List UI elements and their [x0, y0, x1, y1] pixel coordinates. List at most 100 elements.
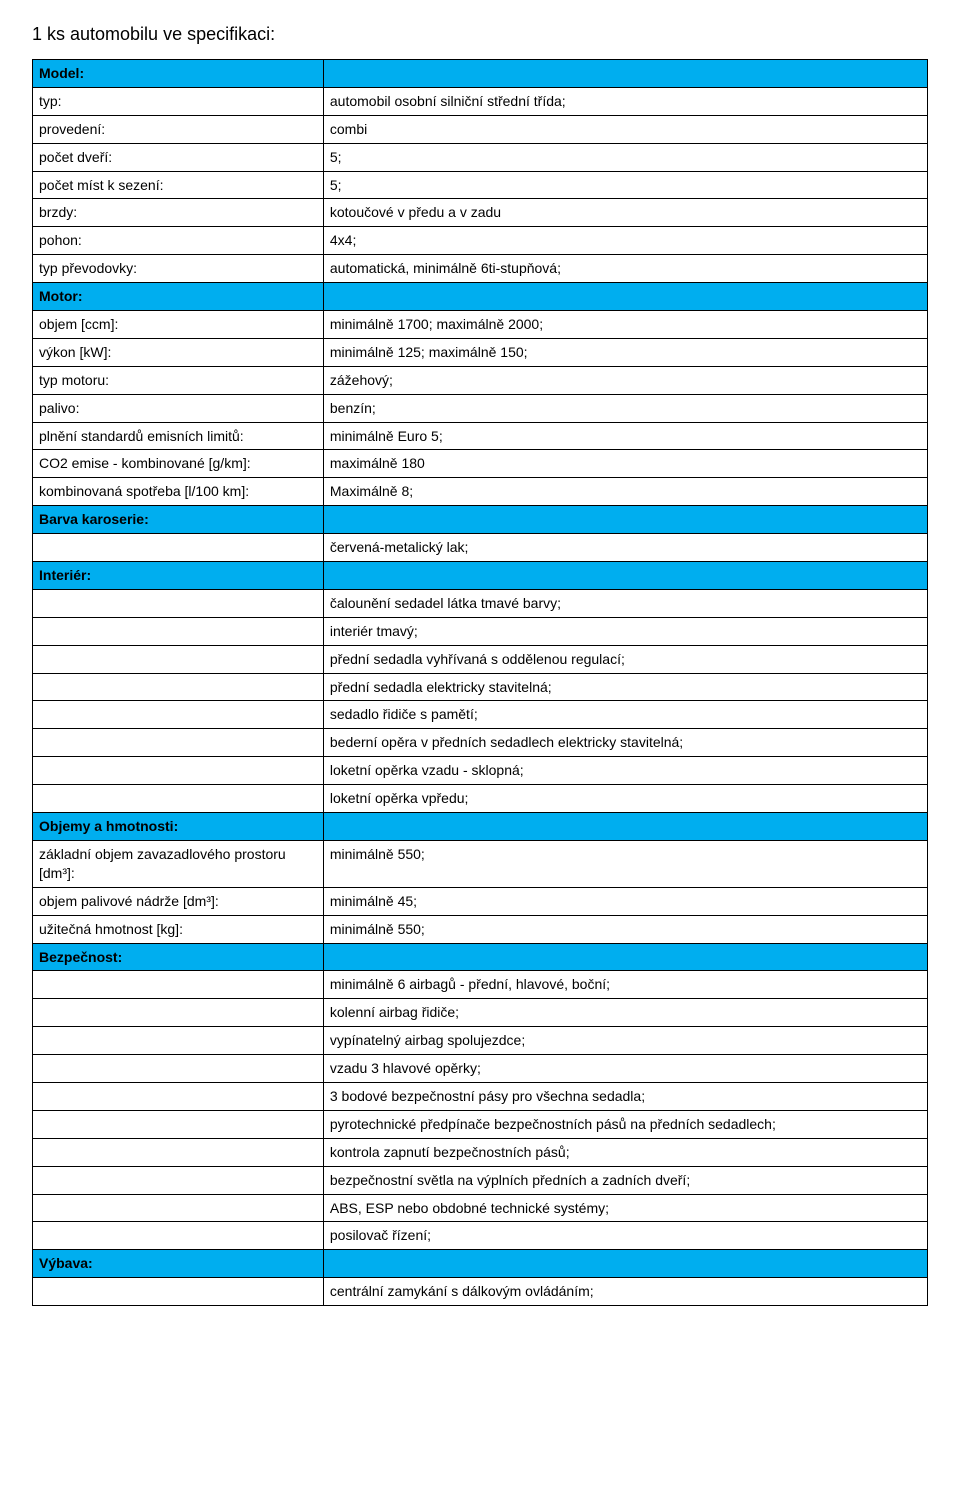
row-label: počet dveří: — [33, 143, 324, 171]
row-value: 5; — [323, 143, 927, 171]
row-label: počet míst k sezení: — [33, 171, 324, 199]
section-objemy: Objemy a hmotnosti: — [33, 813, 928, 841]
table-row: vzadu 3 hlavové opěrky; — [33, 1055, 928, 1083]
row-value: zážehový; — [323, 366, 927, 394]
row-label — [33, 785, 324, 813]
row-value: kotoučové v předu a v zadu — [323, 199, 927, 227]
row-label — [33, 1194, 324, 1222]
section-vybava: Výbava: — [33, 1250, 928, 1278]
row-label — [33, 1027, 324, 1055]
row-value: centrální zamykání s dálkovým ovládáním; — [323, 1278, 927, 1306]
row-label: provedení: — [33, 115, 324, 143]
row-label — [33, 534, 324, 562]
row-label — [33, 589, 324, 617]
section-header-value — [323, 813, 927, 841]
row-label: palivo: — [33, 394, 324, 422]
section-barva: Barva karoserie: — [33, 506, 928, 534]
row-label — [33, 999, 324, 1027]
table-row: loketní opěrka vzadu - sklopná; — [33, 757, 928, 785]
section-header-value — [323, 60, 927, 88]
table-row: loketní opěrka vpředu; — [33, 785, 928, 813]
table-row: plnění standardů emisních limitů:minimál… — [33, 422, 928, 450]
table-row: přední sedadla vyhřívaná s oddělenou reg… — [33, 645, 928, 673]
section-header: Motor: — [33, 283, 324, 311]
table-row: přední sedadla elektricky stavitelná; — [33, 673, 928, 701]
row-label — [33, 645, 324, 673]
table-row: kolenní airbag řidiče; — [33, 999, 928, 1027]
row-value: červená-metalický lak; — [323, 534, 927, 562]
row-label: užitečná hmotnost [kg]: — [33, 915, 324, 943]
table-row: červená-metalický lak; — [33, 534, 928, 562]
row-label: základní objem zavazadlového prostoru [d… — [33, 840, 324, 887]
section-bezpecnost: Bezpečnost: — [33, 943, 928, 971]
row-value: minimálně 550; — [323, 840, 927, 887]
row-value: maximálně 180 — [323, 450, 927, 478]
row-label — [33, 1055, 324, 1083]
row-value: čalounění sedadel látka tmavé barvy; — [323, 589, 927, 617]
row-label — [33, 1082, 324, 1110]
table-row: pohon:4x4; — [33, 227, 928, 255]
row-label — [33, 757, 324, 785]
table-row: počet dveří:5; — [33, 143, 928, 171]
row-value: bederní opěra v předních sedadlech elekt… — [323, 729, 927, 757]
row-value: loketní opěrka vzadu - sklopná; — [323, 757, 927, 785]
row-value: 3 bodové bezpečnostní pásy pro všechna s… — [323, 1082, 927, 1110]
section-header: Bezpečnost: — [33, 943, 324, 971]
row-label: objem [ccm]: — [33, 311, 324, 339]
row-value: 5; — [323, 171, 927, 199]
table-row: bezpečnostní světla na výplních předních… — [33, 1166, 928, 1194]
section-header-value — [323, 562, 927, 590]
row-label: objem palivové nádrže [dm³]: — [33, 887, 324, 915]
row-value: loketní opěrka vpředu; — [323, 785, 927, 813]
row-label — [33, 673, 324, 701]
section-header: Model: — [33, 60, 324, 88]
row-value: combi — [323, 115, 927, 143]
row-label: typ převodovky: — [33, 255, 324, 283]
row-label — [33, 1166, 324, 1194]
section-header-value — [323, 283, 927, 311]
table-row: užitečná hmotnost [kg]:minimálně 550; — [33, 915, 928, 943]
table-row: základní objem zavazadlového prostoru [d… — [33, 840, 928, 887]
table-row: objem [ccm]:minimálně 1700; maximálně 20… — [33, 311, 928, 339]
row-value: interiér tmavý; — [323, 617, 927, 645]
table-row: CO2 emise - kombinované [g/km]:maximálně… — [33, 450, 928, 478]
page-title: 1 ks automobilu ve specifikaci: — [32, 24, 928, 45]
table-row: typ převodovky:automatická, minimálně 6t… — [33, 255, 928, 283]
row-value: přední sedadla elektricky stavitelná; — [323, 673, 927, 701]
row-label — [33, 1110, 324, 1138]
row-value: kontrola zapnutí bezpečnostních pásů; — [323, 1138, 927, 1166]
section-header: Objemy a hmotnosti: — [33, 813, 324, 841]
table-row: typ:automobil osobní silniční střední tř… — [33, 87, 928, 115]
row-value: přední sedadla vyhřívaná s oddělenou reg… — [323, 645, 927, 673]
row-value: vzadu 3 hlavové opěrky; — [323, 1055, 927, 1083]
row-label — [33, 1222, 324, 1250]
row-value: minimálně 45; — [323, 887, 927, 915]
row-label — [33, 1138, 324, 1166]
table-row: minimálně 6 airbagů - přední, hlavové, b… — [33, 971, 928, 999]
table-row: ABS, ESP nebo obdobné technické systémy; — [33, 1194, 928, 1222]
table-row: kontrola zapnutí bezpečnostních pásů; — [33, 1138, 928, 1166]
section-header-value — [323, 1250, 927, 1278]
table-row: centrální zamykání s dálkovým ovládáním; — [33, 1278, 928, 1306]
table-row: posilovač řízení; — [33, 1222, 928, 1250]
row-value: automobil osobní silniční střední třída; — [323, 87, 927, 115]
table-row: brzdy:kotoučové v předu a v zadu — [33, 199, 928, 227]
section-motor: Motor: — [33, 283, 928, 311]
row-label: pohon: — [33, 227, 324, 255]
row-value: minimálně 6 airbagů - přední, hlavové, b… — [323, 971, 927, 999]
row-label: CO2 emise - kombinované [g/km]: — [33, 450, 324, 478]
spec-table: Model: typ:automobil osobní silniční stř… — [32, 59, 928, 1306]
table-row: objem palivové nádrže [dm³]:minimálně 45… — [33, 887, 928, 915]
table-row: počet míst k sezení:5; — [33, 171, 928, 199]
row-value: ABS, ESP nebo obdobné technické systémy; — [323, 1194, 927, 1222]
row-value: bezpečnostní světla na výplních předních… — [323, 1166, 927, 1194]
row-value: sedadlo řidiče s pamětí; — [323, 701, 927, 729]
table-row: čalounění sedadel látka tmavé barvy; — [33, 589, 928, 617]
table-row: výkon [kW]:minimálně 125; maximálně 150; — [33, 338, 928, 366]
table-row: sedadlo řidiče s pamětí; — [33, 701, 928, 729]
row-value: benzín; — [323, 394, 927, 422]
table-row: interiér tmavý; — [33, 617, 928, 645]
row-label — [33, 701, 324, 729]
table-row: vypínatelný airbag spolujezdce; — [33, 1027, 928, 1055]
table-row: 3 bodové bezpečnostní pásy pro všechna s… — [33, 1082, 928, 1110]
